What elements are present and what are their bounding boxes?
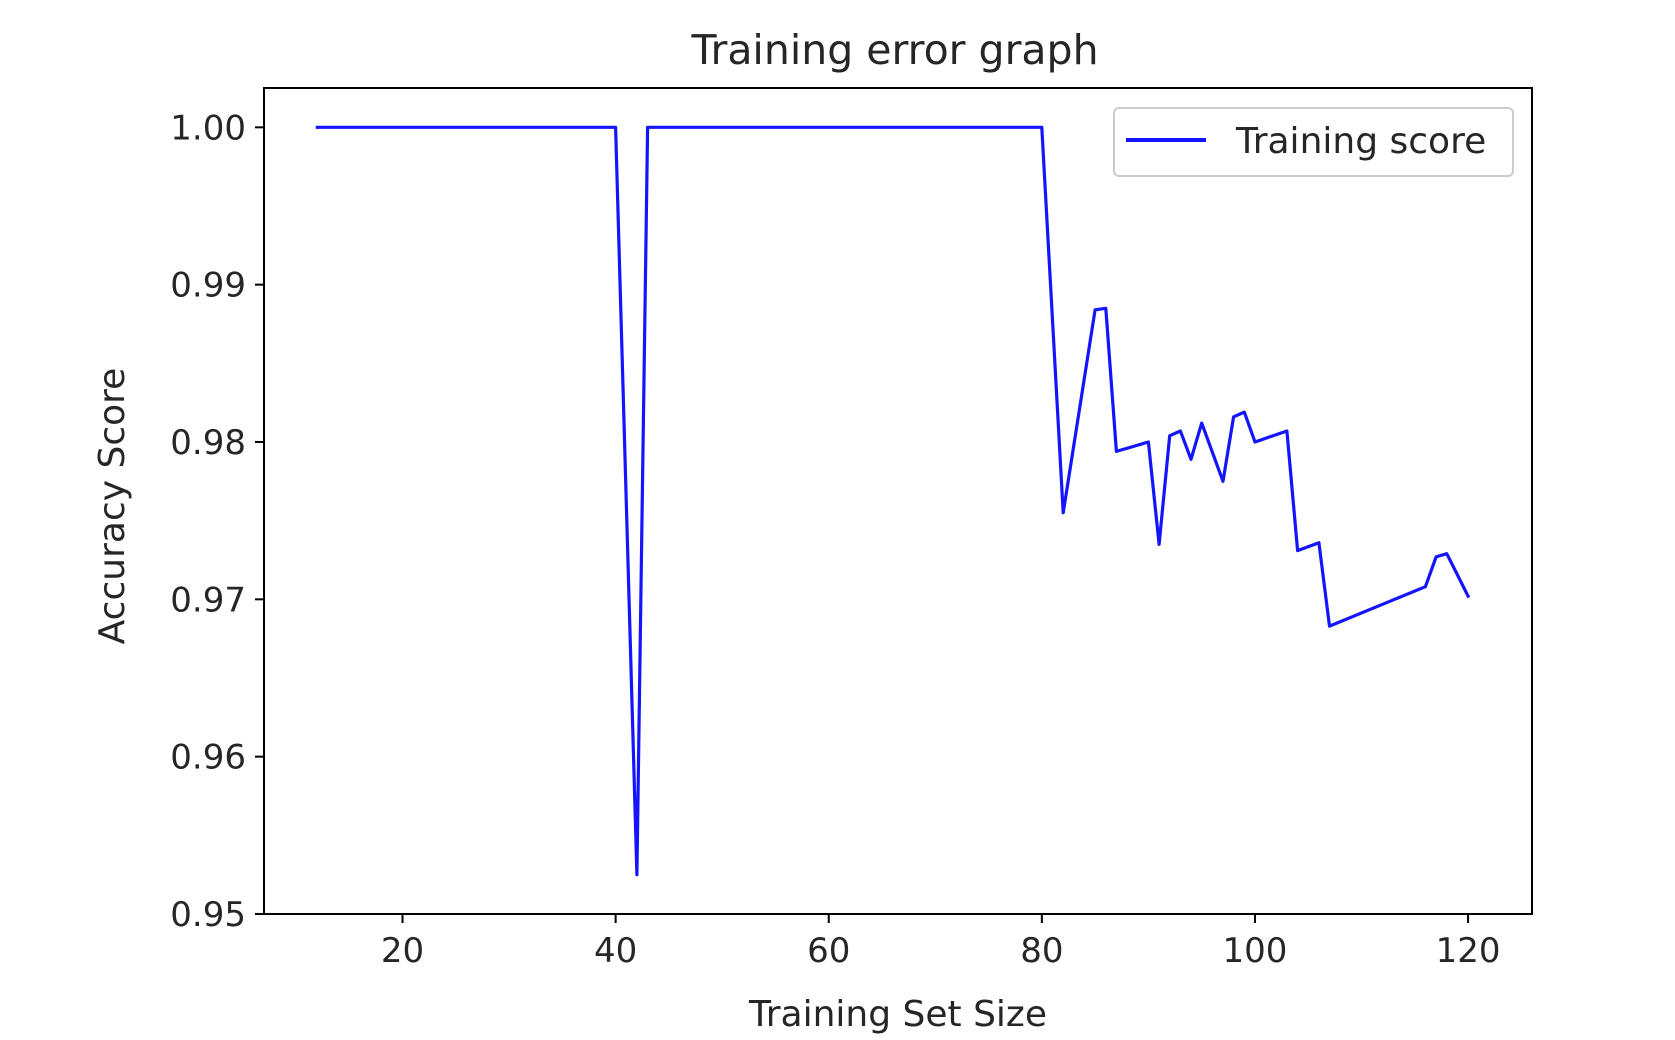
legend-box <box>1113 107 1514 177</box>
plot-area-frame <box>263 87 1533 915</box>
x-tick-label: 20 <box>381 931 424 971</box>
x-tick-label: 120 <box>1436 931 1501 971</box>
y-tick-label: 1.00 <box>170 108 246 148</box>
y-tick-label: 0.97 <box>170 580 246 620</box>
y-axis-label: Accuracy Score <box>92 368 133 645</box>
x-tick-label: 100 <box>1223 931 1288 971</box>
legend: Training score <box>1113 107 1514 177</box>
x-tick-label: 40 <box>594 931 637 971</box>
y-tick-label: 0.96 <box>170 738 246 778</box>
y-tick-label: 0.95 <box>170 895 246 935</box>
x-axis-label: Training Set Size <box>748 994 1047 1035</box>
y-tick-label: 0.99 <box>170 266 246 306</box>
x-axis: 20 40 60 80 100 120 <box>381 914 1501 971</box>
x-tick-label: 60 <box>807 931 850 971</box>
y-axis: 0.95 0.96 0.97 0.98 0.99 1.00 <box>170 108 264 935</box>
chart-title: Training error graph <box>690 26 1098 74</box>
legend-label-training-score: Training score <box>1235 121 1486 162</box>
series-line-training-score <box>315 125 1471 877</box>
x-tick-label: 80 <box>1020 931 1063 971</box>
series-layer <box>315 125 1471 877</box>
y-tick-label: 0.98 <box>170 423 246 463</box>
